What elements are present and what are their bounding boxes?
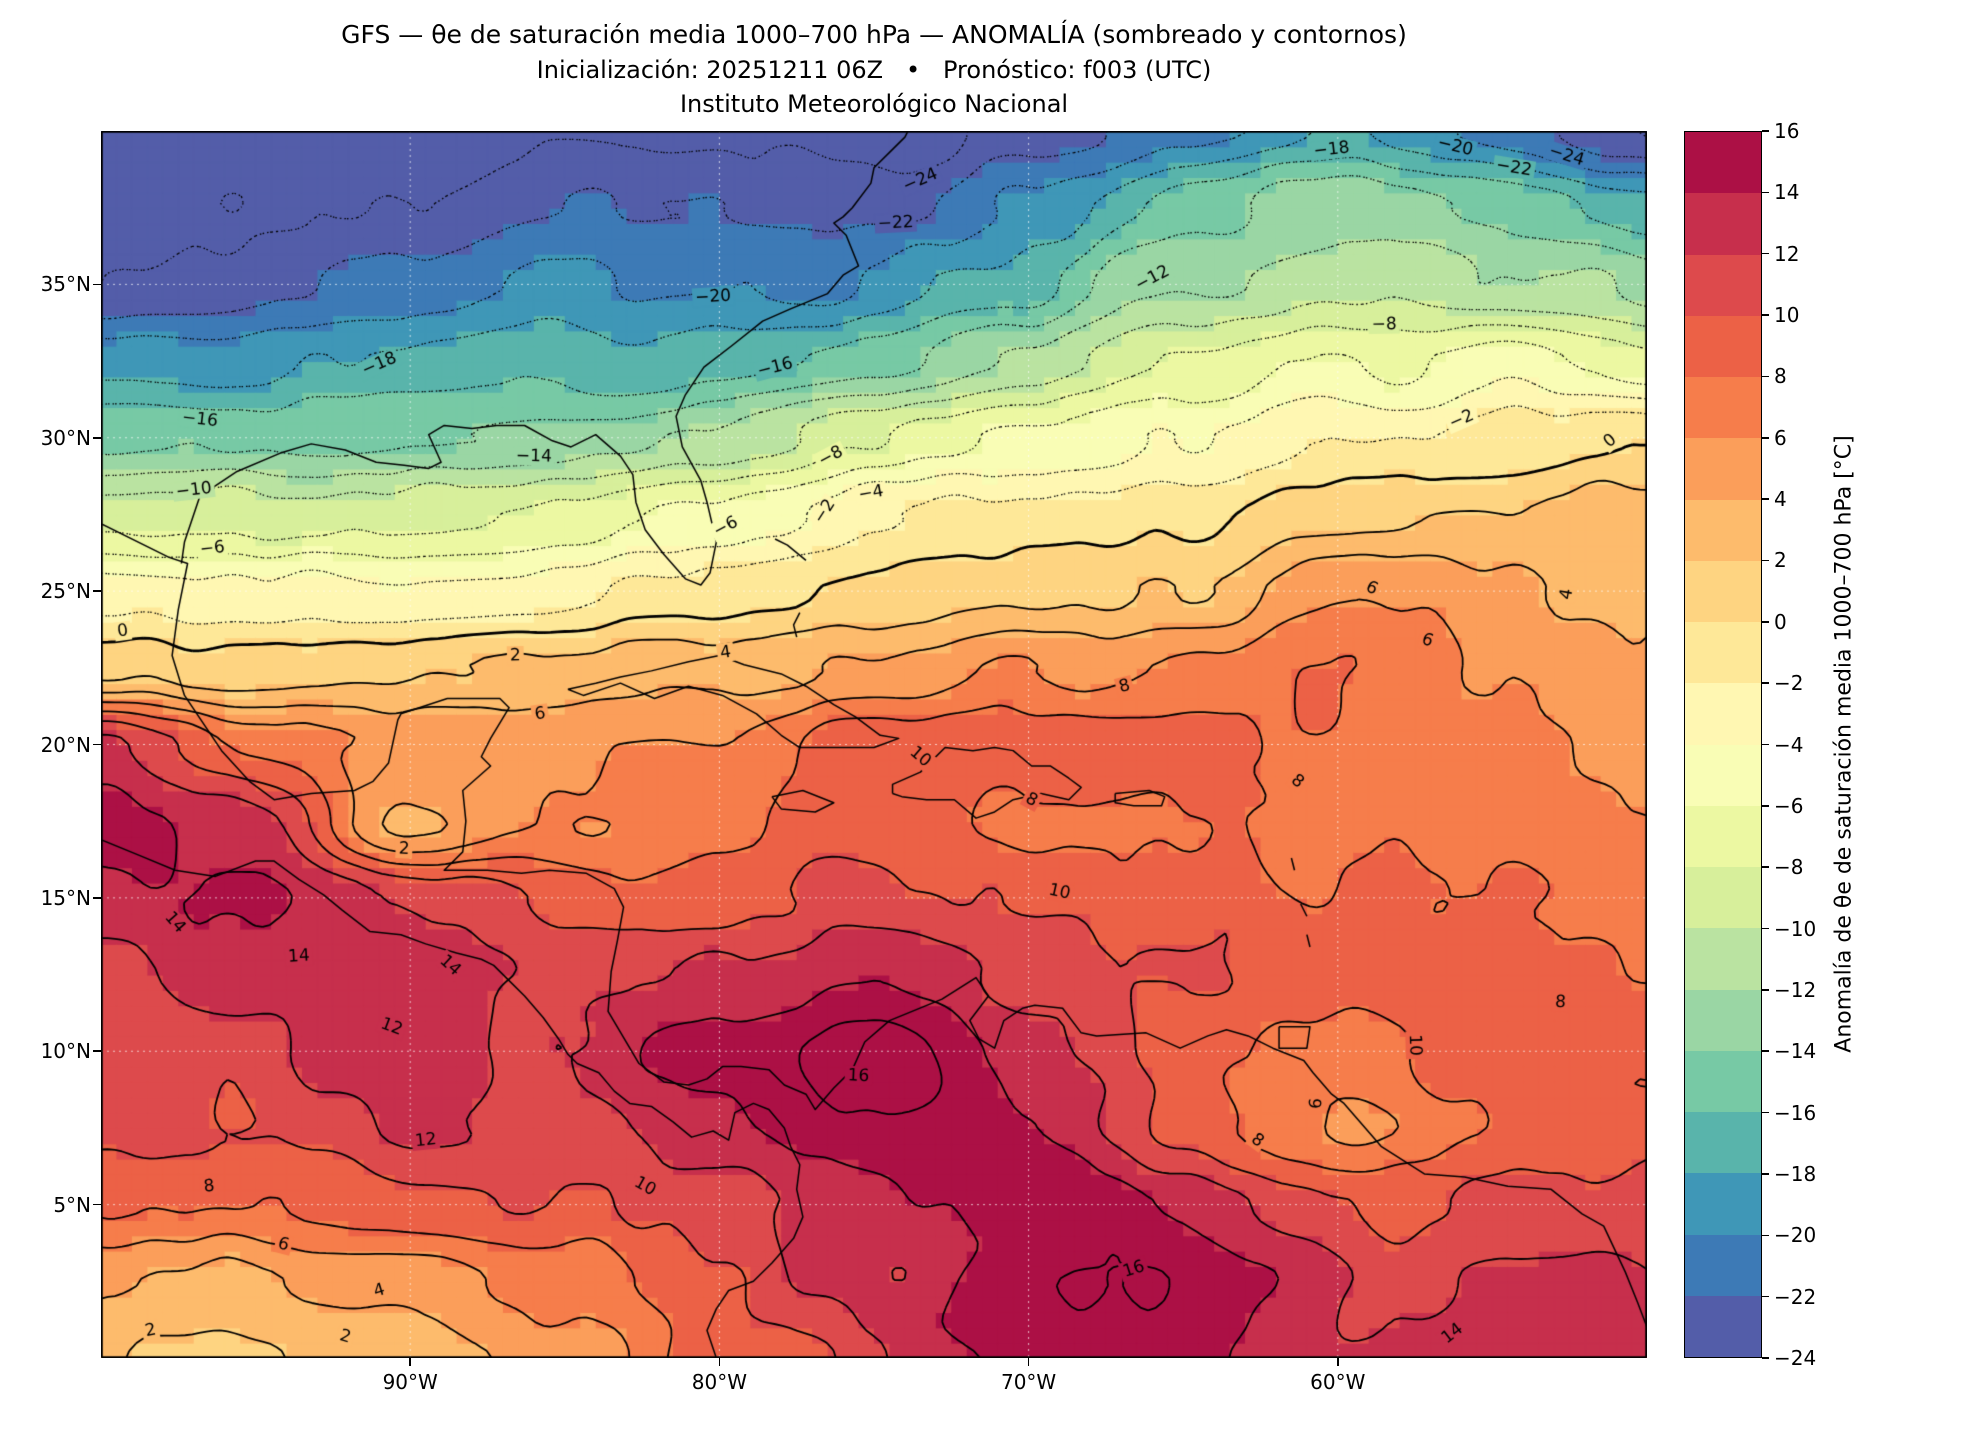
colorbar-segment: [1685, 377, 1761, 439]
colorbar-tick-mark: [1762, 1111, 1769, 1114]
colorbar-segment: [1685, 438, 1761, 500]
colorbar-segment: [1685, 867, 1761, 929]
x-tick-label: 70°W: [1000, 1370, 1057, 1394]
colorbar-segment: [1685, 132, 1761, 194]
colorbar-tick-label: −10: [1774, 916, 1817, 941]
colorbar-tick-label: 10: [1774, 303, 1800, 328]
y-tick-mark: [93, 1203, 101, 1206]
colorbar-segment: [1685, 805, 1761, 867]
colorbar-tick-label: −6: [1774, 793, 1804, 818]
colorbar-segment: [1685, 928, 1761, 990]
colorbar-tick-mark: [1762, 498, 1769, 500]
x-tick-mark: [1027, 1358, 1030, 1366]
colorbar-swatches: [1684, 131, 1762, 1358]
colorbar-tick-mark: [1762, 375, 1769, 378]
colorbar-tick-label: 6: [1774, 425, 1787, 450]
colorbar-tick-mark: [1762, 743, 1769, 746]
colorbar-tick-mark: [1762, 1357, 1769, 1359]
colorbar-tick-mark: [1762, 1295, 1769, 1298]
colorbar-tick-mark: [1762, 252, 1769, 255]
colorbar-tick-label: −18: [1774, 1161, 1817, 1186]
colorbar-segment: [1685, 683, 1761, 745]
colorbar-tick-mark: [1762, 1050, 1769, 1053]
y-tick-label: 10°N: [40, 1039, 91, 1064]
x-tick-mark: [718, 1358, 721, 1366]
colorbar-tick-label: 12: [1774, 241, 1800, 266]
colorbar-segment: [1685, 1112, 1761, 1174]
colorbar-segment: [1685, 1295, 1761, 1357]
colorbar-tick-label: −22: [1774, 1284, 1817, 1309]
colorbar-tick-mark: [1762, 1234, 1769, 1237]
y-tick-label: 30°N: [40, 425, 91, 450]
colorbar-segment: [1685, 1173, 1761, 1235]
y-tick-label: 35°N: [40, 272, 91, 297]
x-tick-label: 60°W: [1310, 1370, 1366, 1394]
colorbar-segment: [1685, 193, 1761, 255]
colorbar-tick-label: −8: [1774, 855, 1804, 880]
colorbar-tick-mark: [1762, 682, 1769, 684]
colorbar-tick-mark: [1762, 866, 1769, 868]
colorbar-tick-mark: [1762, 314, 1769, 316]
colorbar-tick-label: 0: [1774, 609, 1787, 634]
chart-subtitle: Inicialización: 20251211 06Z • Pronóstic…: [536, 56, 1212, 84]
colorbar-segment: [1685, 1234, 1761, 1296]
colorbar-tick-label: −24: [1774, 1346, 1817, 1370]
colorbar-segment: [1685, 744, 1761, 806]
y-tick-mark: [93, 283, 101, 286]
x-tick-mark: [409, 1358, 411, 1366]
colorbar-segment: [1685, 560, 1761, 622]
y-tick-label: 5°N: [53, 1192, 91, 1217]
colorbar-tick-label: 4: [1774, 487, 1787, 512]
colorbar-label: Anomalía de θe de saturación media 1000–…: [1831, 435, 1857, 1053]
colorbar-tick-label: 8: [1774, 364, 1787, 389]
y-tick-mark: [93, 897, 101, 899]
colorbar-tick-mark: [1762, 989, 1769, 991]
colorbar-segment: [1685, 1050, 1761, 1112]
x-tick-label: 90°W: [382, 1370, 438, 1394]
colorbar-segment: [1685, 315, 1761, 377]
colorbar-segment: [1685, 254, 1761, 316]
colorbar-tick-mark: [1762, 130, 1769, 132]
x-tick-mark: [1337, 1358, 1339, 1366]
colorbar-tick-mark: [1762, 805, 1769, 807]
colorbar-segment: [1685, 499, 1761, 561]
map-canvas: [101, 131, 1647, 1358]
colorbar-segment: [1685, 622, 1761, 684]
colorbar-tick-label: 2: [1774, 548, 1787, 573]
colorbar-tick-mark: [1762, 1173, 1769, 1175]
x-tick-label: 80°W: [691, 1370, 748, 1394]
colorbar-tick-label: −14: [1774, 1039, 1817, 1064]
colorbar-tick-label: 16: [1774, 119, 1800, 143]
y-tick-mark: [93, 1050, 101, 1053]
y-tick-mark: [93, 590, 101, 592]
y-tick-label: 20°N: [40, 732, 91, 757]
y-tick-mark: [93, 743, 101, 746]
colorbar-tick-mark: [1762, 927, 1769, 930]
colorbar-tick-label: −20: [1774, 1223, 1817, 1248]
colorbar-tick-label: −12: [1774, 977, 1817, 1002]
colorbar-tick-mark: [1762, 436, 1769, 439]
y-tick-mark: [93, 436, 101, 439]
chart-credit: Instituto Meteorológico Nacional: [679, 90, 1069, 118]
colorbar-segment: [1685, 989, 1761, 1051]
colorbar-tick-mark: [1762, 191, 1769, 194]
y-tick-label: 25°N: [40, 579, 91, 604]
colorbar-tick-mark: [1762, 559, 1769, 562]
colorbar-tick-mark: [1762, 621, 1769, 623]
colorbar-tick-label: −16: [1774, 1100, 1817, 1125]
y-tick-label: 15°N: [40, 885, 91, 910]
colorbar-tick-label: −2: [1774, 671, 1804, 696]
colorbar-tick-label: −4: [1774, 732, 1804, 757]
colorbar-tick-label: 14: [1774, 180, 1800, 205]
chart-title: GFS — θe de saturación media 1000–700 hP…: [341, 20, 1407, 49]
